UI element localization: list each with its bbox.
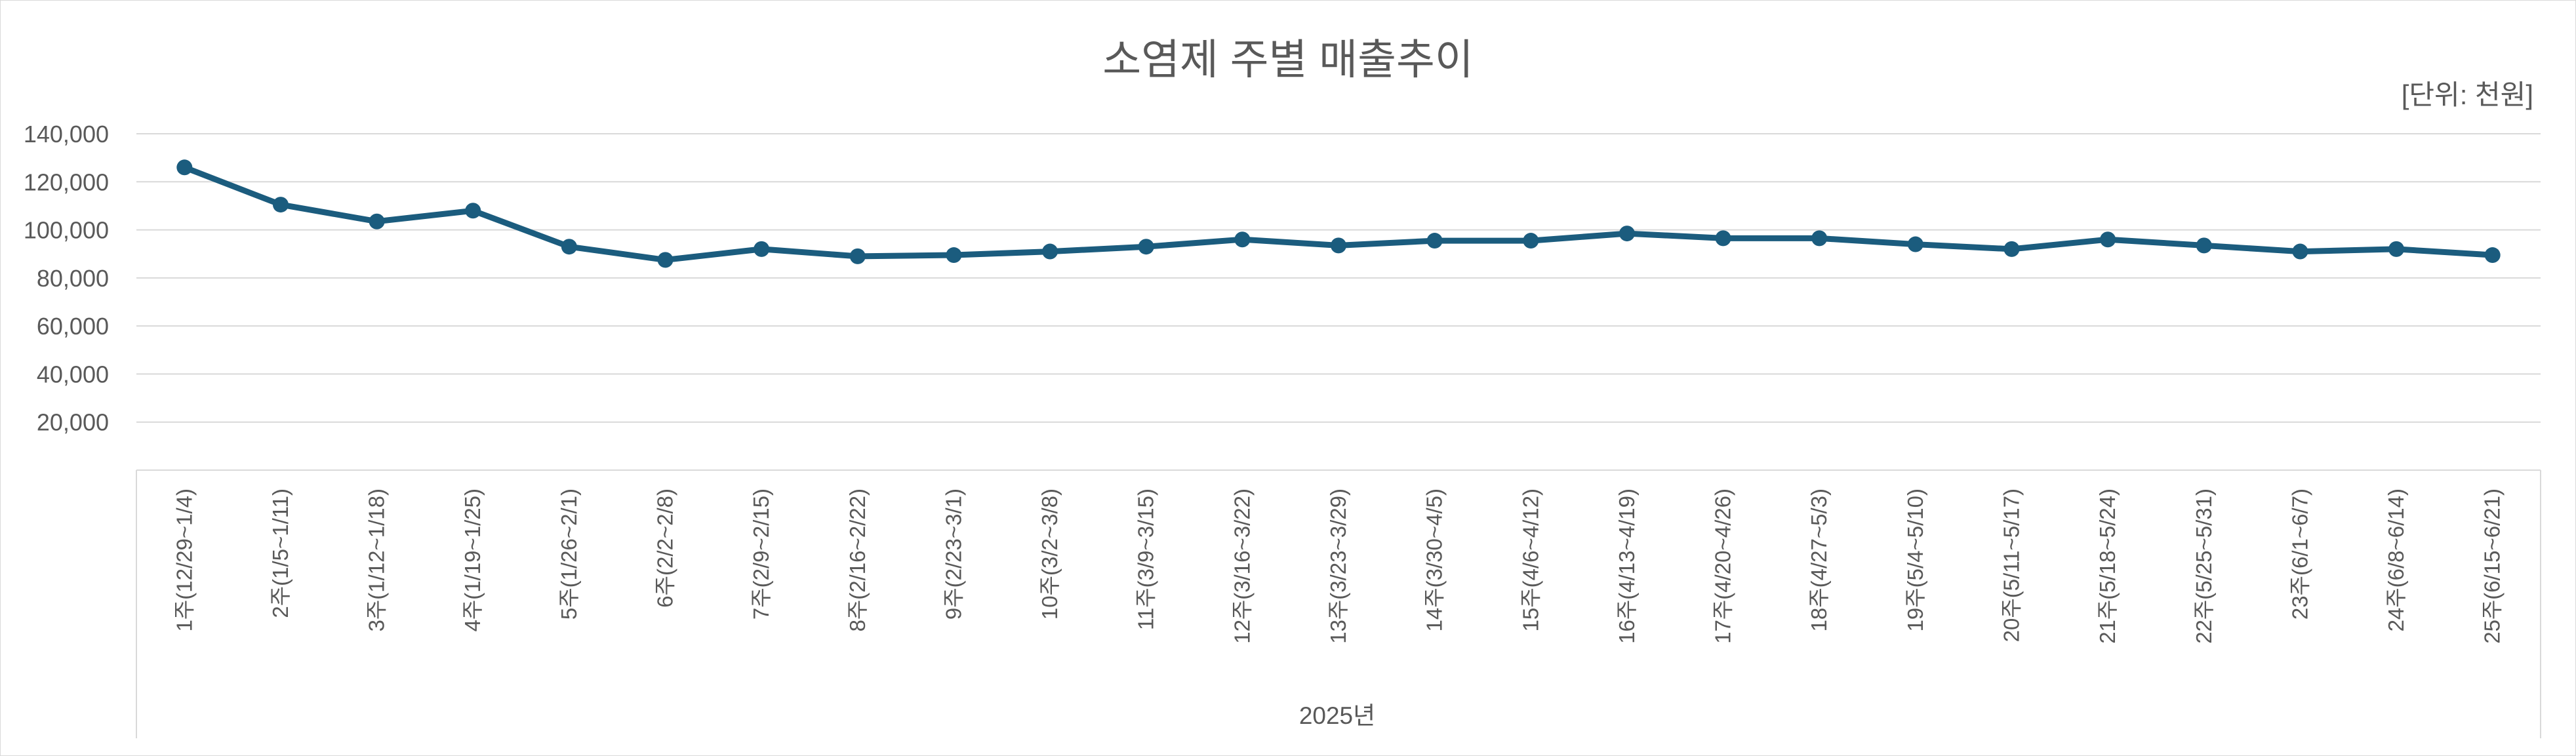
data-point xyxy=(2484,247,2501,264)
x-tick-label: 8주(2/16~2/22) xyxy=(845,488,870,631)
data-point xyxy=(657,252,674,268)
data-point xyxy=(1138,239,1154,255)
x-tick-label: 4주(1/19~1/25) xyxy=(460,488,485,631)
data-point xyxy=(2292,243,2308,260)
x-tick-label: 9주(2/23~3/1) xyxy=(941,488,965,620)
data-point xyxy=(2003,241,2020,257)
y-tick-label: 40,000 xyxy=(37,361,109,388)
y-tick-label: 60,000 xyxy=(37,313,109,340)
x-tick-label: 11주(3/9~3/15) xyxy=(1134,488,1158,630)
data-point xyxy=(849,248,866,264)
data-point xyxy=(1523,233,1539,249)
unit-label: [단위: 천원] xyxy=(2402,79,2533,110)
data-point xyxy=(2388,241,2405,257)
x-tick-label: 17주(4/20~4/26) xyxy=(1711,488,1735,644)
x-axis-label: 2025년 xyxy=(1299,702,1375,729)
x-axis-categories: 1주(12/29~1/4) 2주(1/5~1/11) 3주(1/12~1/18) 4주… xyxy=(172,488,2504,644)
x-tick-label: 7주(2/9~2/15) xyxy=(749,488,773,620)
data-point xyxy=(2100,231,2116,248)
x-tick-label: 16주(4/13~4/19) xyxy=(1615,488,1639,644)
data-point xyxy=(465,203,481,219)
data-point xyxy=(2196,237,2212,254)
y-tick-label: 120,000 xyxy=(24,169,109,195)
x-tick-label: 19주(5/4~5/10) xyxy=(1903,488,1927,631)
x-tick-label: 2주(1/5~1/11) xyxy=(268,488,292,618)
x-tick-label: 15주(4/6~4/12) xyxy=(1518,488,1542,631)
x-tick-label: 6주(2/2~2/8) xyxy=(653,488,677,608)
x-tick-label: 21주(5/18~5/24) xyxy=(2095,488,2120,644)
y-tick-label: 140,000 xyxy=(24,121,109,148)
data-point xyxy=(1426,233,1443,249)
x-tick-label: 24주(6/8~6/14) xyxy=(2384,488,2408,631)
x-tick-label: 18주(4/27~5/3) xyxy=(1807,488,1831,631)
data-point xyxy=(1042,243,1058,260)
gridlines xyxy=(136,133,2541,738)
y-tick-label: 80,000 xyxy=(37,265,109,292)
x-tick-label: 1주(12/29~1/4) xyxy=(172,488,196,631)
chart-title: 소염제 주별 매출추이 xyxy=(1102,36,1473,83)
x-tick-label: 22주(5/25~5/31) xyxy=(2192,488,2216,644)
x-tick-label: 14주(3/30~4/5) xyxy=(1422,488,1447,631)
y-tick-label: 20,000 xyxy=(37,409,109,436)
data-point xyxy=(1331,237,1346,254)
x-tick-label: 20주(5/11~5/17) xyxy=(1999,488,2023,642)
y-tick-label: 100,000 xyxy=(24,217,109,244)
x-tick-label: 5주(1/26~2/1) xyxy=(557,488,581,620)
data-point xyxy=(561,239,577,255)
x-tick-label: 10주(3/2~3/8) xyxy=(1037,488,1062,620)
x-tick-label: 25주(6/15~6/21) xyxy=(2480,488,2505,644)
data-point xyxy=(1907,236,1923,252)
data-point xyxy=(1234,231,1251,248)
y-axis-ticks: 20,000 40,000 60,000 80,000 100,000 120,000 14… xyxy=(24,121,109,436)
data-point xyxy=(1715,230,1731,247)
data-point xyxy=(176,159,193,176)
data-point xyxy=(272,197,289,213)
data-point xyxy=(1619,226,1635,242)
data-point xyxy=(1811,230,1828,247)
data-point xyxy=(754,241,770,257)
x-tick-label: 12주(3/16~3/22) xyxy=(1230,488,1254,644)
x-tick-label: 13주(3/23~3/29) xyxy=(1326,488,1350,644)
x-tick-label: 3주(1/12~1/18) xyxy=(365,488,389,631)
data-point xyxy=(369,213,385,229)
x-tick-label: 23주(6/1~6/7) xyxy=(2287,488,2312,620)
series-layer xyxy=(176,159,2501,268)
data-point xyxy=(946,247,962,264)
